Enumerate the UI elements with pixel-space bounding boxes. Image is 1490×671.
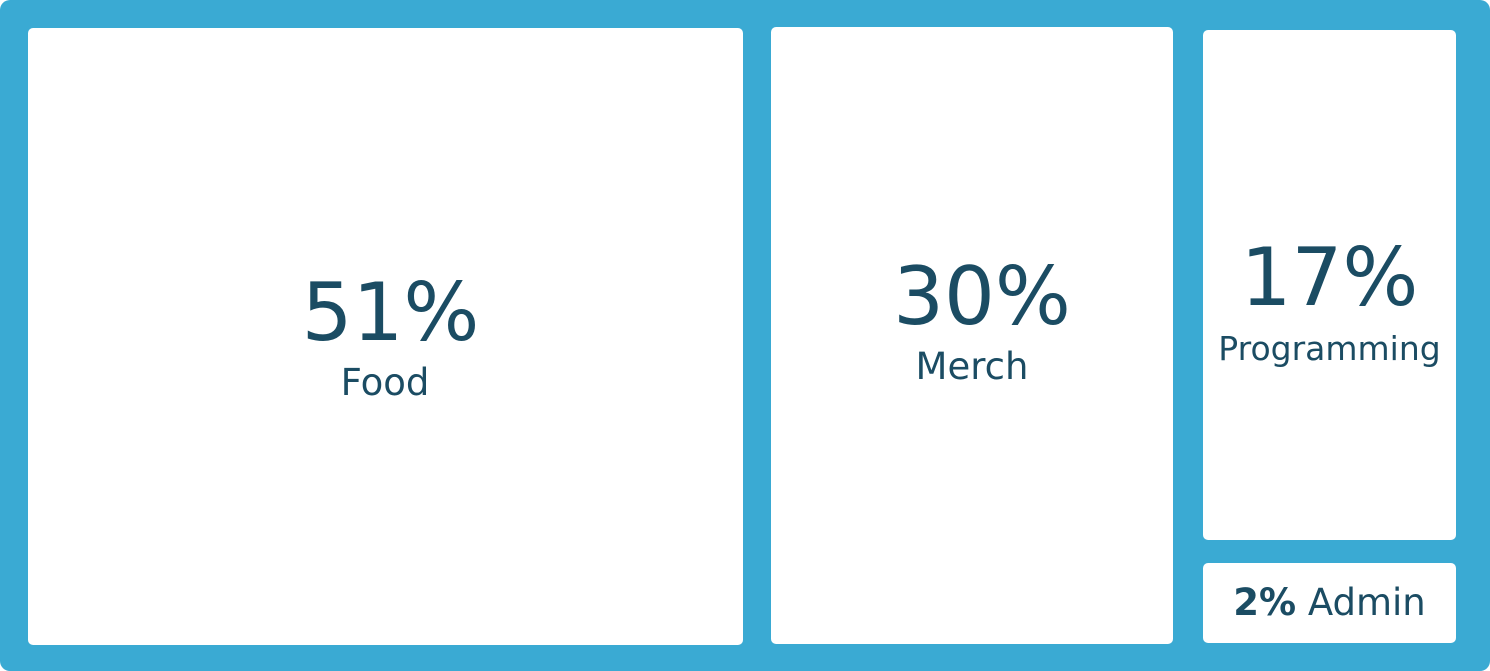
admin-label: Admin	[1307, 581, 1426, 624]
food-label: Food	[340, 361, 430, 404]
merch-percent: 30%	[893, 250, 1071, 343]
tile-merch: 30% Merch	[771, 27, 1173, 644]
tile-programming: 17% Programming	[1203, 30, 1456, 540]
tile-food: 51% Food	[28, 28, 743, 645]
food-percent: 51%	[301, 266, 480, 359]
admin-percent: 2%	[1233, 581, 1297, 624]
programming-label: Programming	[1218, 329, 1441, 368]
tile-admin: 2% Admin	[1203, 563, 1456, 643]
merch-label: Merch	[915, 345, 1029, 388]
admin-caption: 2% Admin	[1203, 584, 1456, 621]
programming-percent: 17%	[1240, 231, 1419, 324]
